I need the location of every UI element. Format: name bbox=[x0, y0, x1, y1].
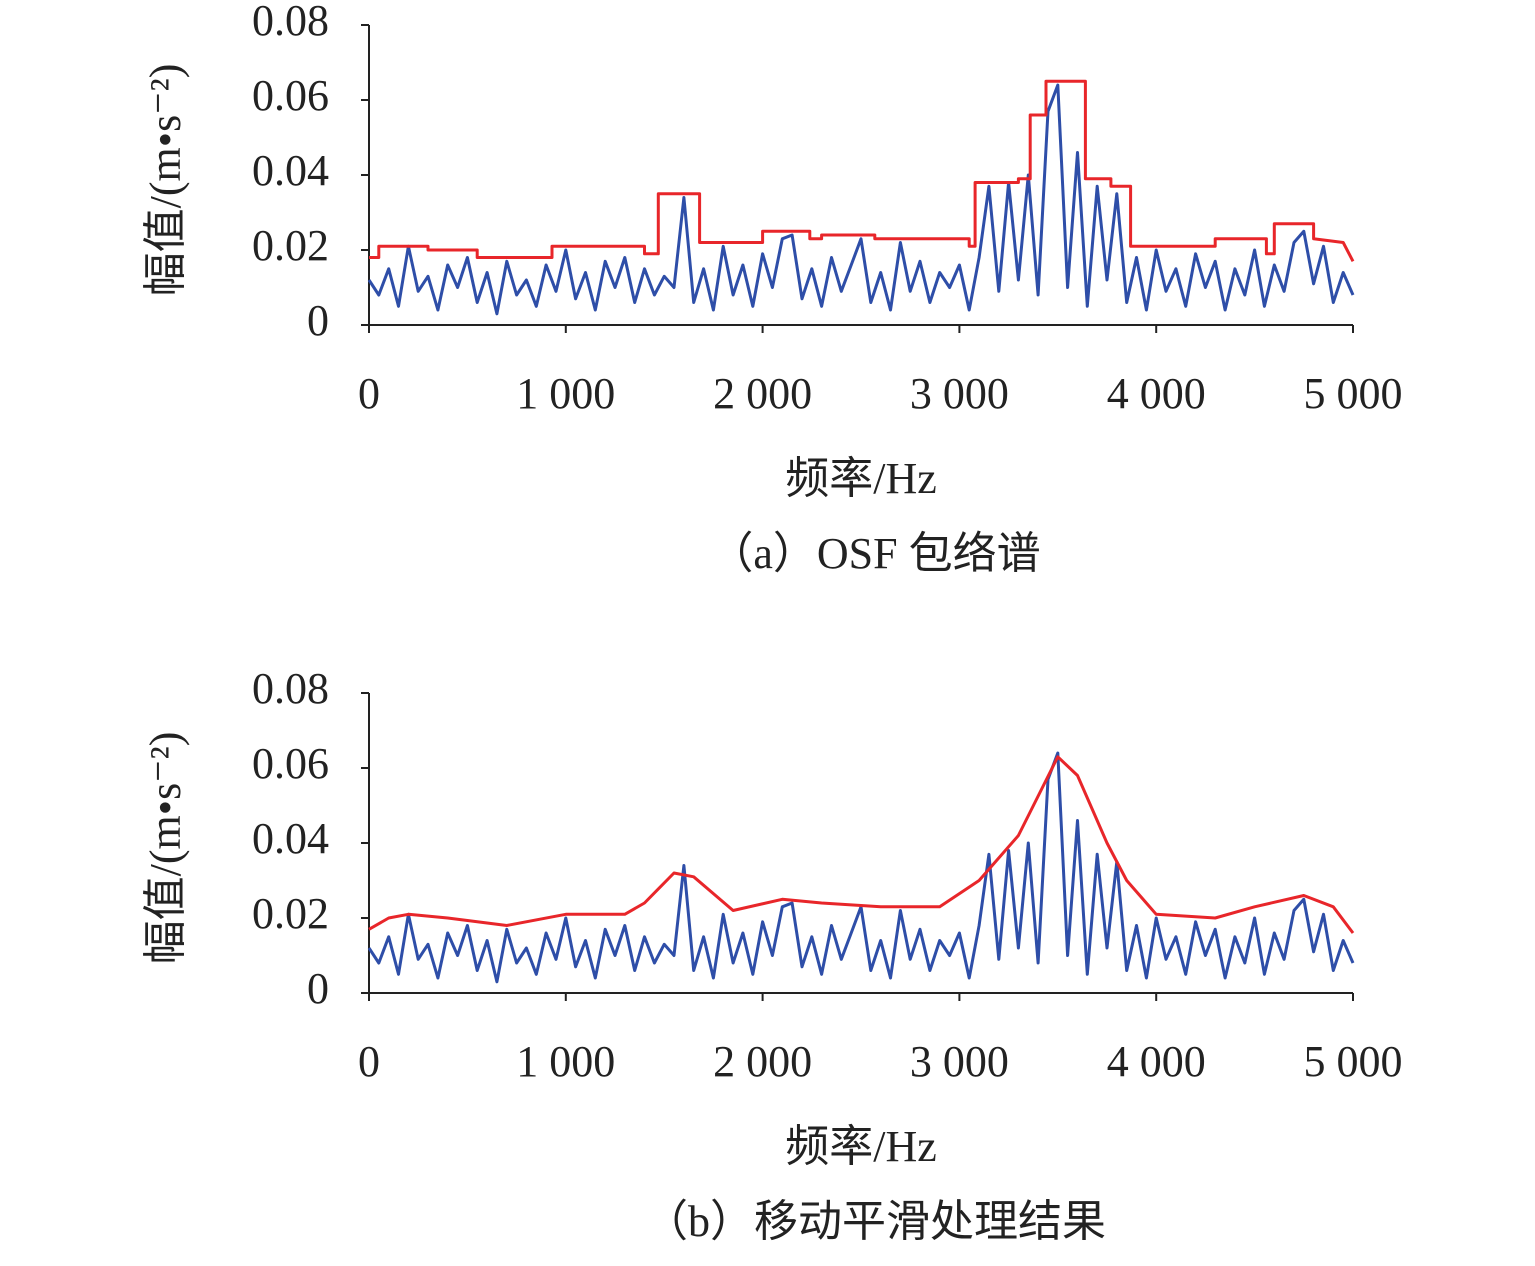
y-tick-label: 0.08 bbox=[252, 0, 329, 45]
x-tick-label: 5 000 bbox=[1304, 1037, 1403, 1086]
series-line bbox=[367, 751, 1355, 984]
x-tick-label: 4 000 bbox=[1107, 369, 1206, 418]
y-tick-label: 0.02 bbox=[252, 221, 329, 270]
y-tick-label: 0 bbox=[307, 964, 329, 1013]
series-line bbox=[367, 83, 1355, 316]
x-tick-label: 0 bbox=[358, 1037, 380, 1086]
series-line bbox=[368, 755, 1355, 934]
y-tick-label: 0.02 bbox=[252, 889, 329, 938]
y-tick-label: 0.06 bbox=[252, 739, 329, 788]
caption: （b）移动平滑处理结果 bbox=[644, 1197, 1106, 1246]
y-tick-label: 0.04 bbox=[252, 146, 329, 195]
y-tick-label: 0.04 bbox=[252, 814, 329, 863]
x-tick-label: 3 000 bbox=[910, 369, 1009, 418]
x-tick-label: 0 bbox=[358, 369, 380, 418]
x-axis-title: 频率/Hz bbox=[785, 1122, 937, 1171]
x-tick-label: 2 000 bbox=[713, 1037, 812, 1086]
y-axis-title: 幅值/(m•s⁻²) bbox=[141, 732, 190, 965]
x-axis-title: 频率/Hz bbox=[785, 454, 937, 503]
series-line bbox=[369, 79, 1355, 262]
x-tick-label: 4 000 bbox=[1107, 1037, 1206, 1086]
y-tick-label: 0.08 bbox=[252, 664, 329, 713]
y-tick-label: 0 bbox=[307, 296, 329, 345]
x-tick-label: 1 000 bbox=[516, 369, 615, 418]
caption: （a）OSF 包络谱 bbox=[709, 529, 1040, 578]
x-tick-label: 3 000 bbox=[910, 1037, 1009, 1086]
x-tick-label: 2 000 bbox=[713, 369, 812, 418]
x-tick-label: 5 000 bbox=[1304, 369, 1403, 418]
y-tick-label: 0.06 bbox=[252, 71, 329, 120]
y-axis-title: 幅值/(m•s⁻²) bbox=[141, 64, 190, 297]
x-tick-label: 1 000 bbox=[516, 1037, 615, 1086]
